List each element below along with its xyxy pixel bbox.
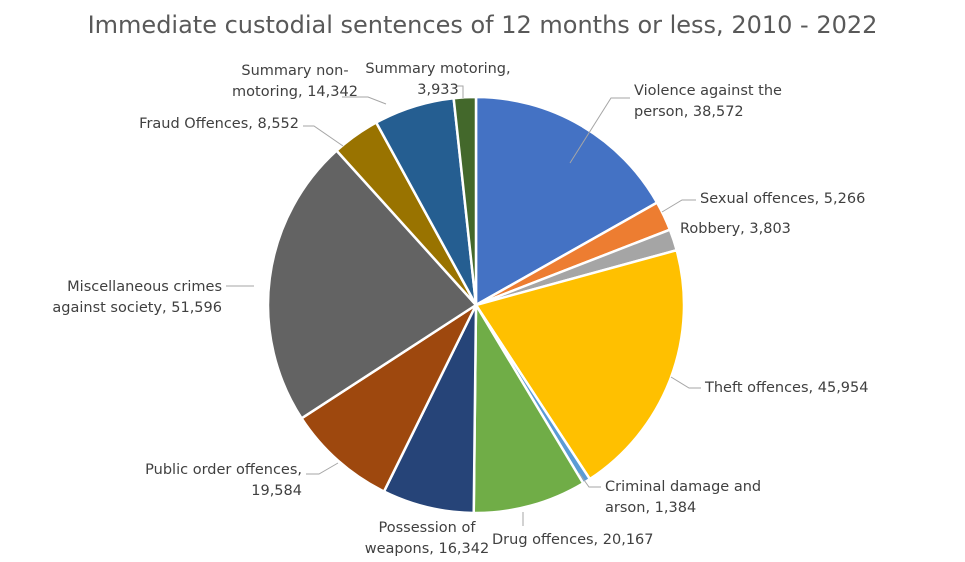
data-label: Public order offences, 19,584	[145, 462, 302, 499]
data-label: Summary motoring, 3,933	[365, 61, 510, 98]
pie-slice-summary-motoring	[452, 95, 478, 307]
pie-slice-theft-offences	[474, 248, 686, 481]
pie-slice-drug-offences	[472, 303, 585, 515]
leader-line	[670, 376, 701, 389]
leader-line	[306, 462, 339, 475]
leader-line	[569, 97, 630, 164]
data-label: Drug offences, 20,167	[492, 532, 654, 548]
leader-line	[303, 125, 344, 147]
leader-line	[578, 472, 601, 488]
data-label: Possession of weapons, 16,342	[365, 520, 489, 557]
pie-slice-public-order-offences	[300, 303, 478, 493]
leader-line	[342, 96, 387, 105]
data-label: Theft offences, 45,954	[704, 380, 869, 396]
leader-line	[661, 199, 696, 213]
data-label: Miscellaneous crimes against society, 51,…	[52, 279, 222, 316]
leader-line	[457, 85, 464, 98]
pie-slice-miscellaneous-crimes-against-society	[266, 149, 478, 420]
data-label: Fraud Offences, 8,552	[139, 116, 299, 132]
data-label: Robbery, 3,803	[680, 221, 791, 237]
chart-title: Immediate custodial sentences of 12 mont…	[87, 11, 878, 39]
pie-slice-violence-against-the-person	[474, 95, 659, 307]
data-label: Criminal damage and arson, 1,384	[605, 479, 761, 516]
data-label: Violence against the person, 38,572	[634, 83, 782, 120]
data-label: Sexual offences, 5,266	[700, 191, 865, 207]
data-label: Summary non-motoring, 14,342	[232, 63, 358, 100]
